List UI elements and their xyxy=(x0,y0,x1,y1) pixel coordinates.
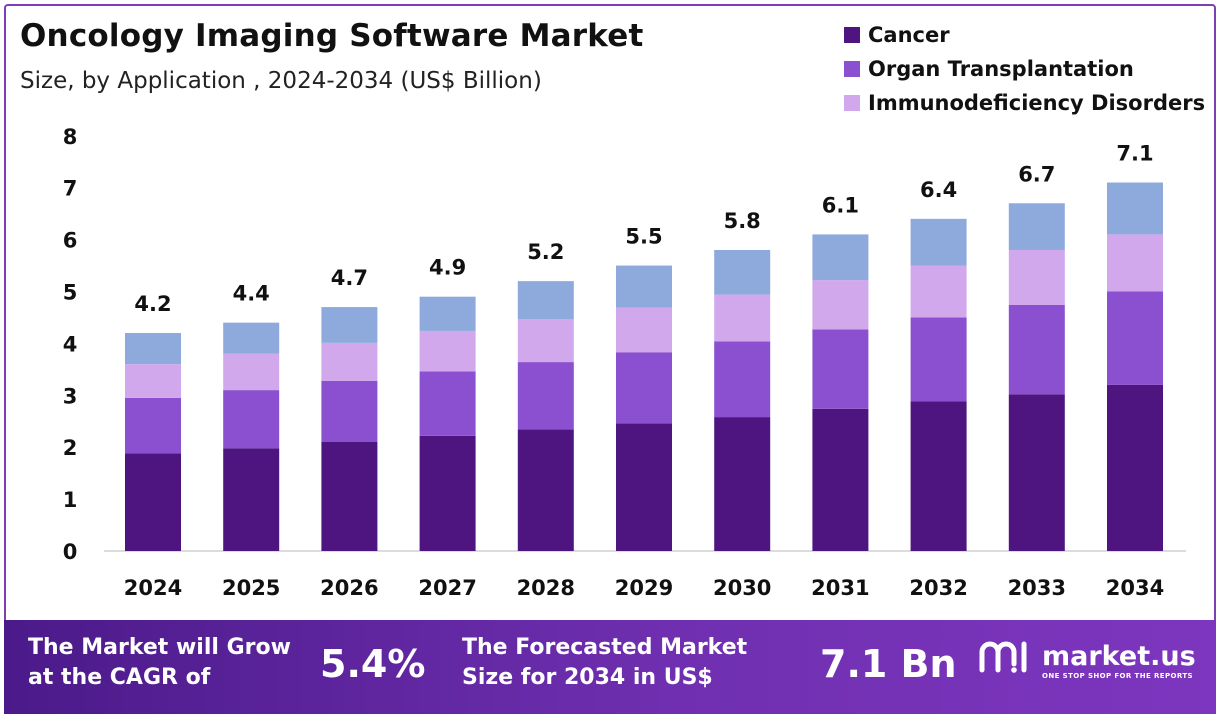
bar-segment-4 xyxy=(223,322,280,354)
data-label: 6.4 xyxy=(920,178,957,202)
x-tick-label: 2033 xyxy=(1008,576,1066,600)
x-tick-label: 2025 xyxy=(222,576,280,600)
legend-item-organ-transplantation: Organ Transplantation xyxy=(844,52,1205,86)
bar-segment-3 xyxy=(223,353,280,391)
legend-label: Cancer xyxy=(868,23,950,47)
y-tick-label: 5 xyxy=(63,281,78,305)
bar-segment-1 xyxy=(1107,384,1163,551)
bar-segment-1 xyxy=(1008,394,1065,551)
y-tick-label: 3 xyxy=(63,384,78,408)
bar-segment-4 xyxy=(517,281,574,320)
bar-segment-4 xyxy=(321,307,378,343)
bar-segment-4 xyxy=(812,234,869,281)
y-tick-label: 2 xyxy=(63,436,78,460)
data-label: 4.7 xyxy=(331,266,368,290)
bar-segment-1 xyxy=(714,417,771,551)
bar-segment-3 xyxy=(321,342,378,381)
bar-segment-1 xyxy=(517,429,574,551)
bar-segment-3 xyxy=(517,319,574,363)
chart-subtitle: Size, by Application , 2024-2034 (US$ Bi… xyxy=(20,68,542,94)
bar-segment-2 xyxy=(714,341,771,418)
bar-segment-4 xyxy=(1107,182,1163,235)
logo-name: market.us xyxy=(1042,640,1196,672)
cagr-text-line1: The Market will Grow xyxy=(28,635,291,660)
y-tick-label: 4 xyxy=(63,332,78,356)
legend-swatch-immunodeficiency xyxy=(844,95,860,111)
legend-item-immunodeficiency: Immunodeficiency Disorders xyxy=(844,86,1205,120)
bar-segment-1 xyxy=(910,401,967,551)
bar-segment-4 xyxy=(1008,203,1065,250)
marketus-logo: market.us xyxy=(978,636,1196,676)
legend-item-cancer: Cancer xyxy=(844,18,1205,52)
x-tick-label: 2030 xyxy=(713,576,771,600)
x-tick-label: 2034 xyxy=(1106,576,1164,600)
x-tick-label: 2032 xyxy=(909,576,967,600)
data-label: 4.9 xyxy=(429,256,466,280)
bar-segment-2 xyxy=(616,352,672,424)
data-label: 5.8 xyxy=(724,209,761,233)
marketus-logo-icon xyxy=(979,641,1027,673)
forecast-text-line1: The Forecasted Market xyxy=(462,635,748,660)
bar-segment-3 xyxy=(1008,249,1065,305)
forecast-text-line2: Size for 2034 in US$ xyxy=(462,665,713,690)
bar-segment-4 xyxy=(419,296,476,331)
y-tick-label: 1 xyxy=(63,488,78,512)
data-label: 5.2 xyxy=(527,240,564,264)
data-label: 6.7 xyxy=(1018,162,1055,186)
bar-segment-1 xyxy=(616,423,672,551)
logo-tagline: ONE STOP SHOP FOR THE REPORTS xyxy=(1042,672,1193,680)
y-tick-label: 0 xyxy=(63,540,78,564)
x-tick-label: 2028 xyxy=(517,576,575,600)
bar-segment-1 xyxy=(125,453,181,551)
x-tick-label: 2031 xyxy=(811,576,869,600)
summary-banner xyxy=(4,620,1216,714)
legend-swatch-organ-transplantation xyxy=(844,61,860,77)
bar-segment-2 xyxy=(419,371,476,436)
bar-segment-1 xyxy=(223,448,280,551)
x-tick-label: 2026 xyxy=(320,576,378,600)
bar-segment-4 xyxy=(616,265,672,308)
legend-swatch-cancer xyxy=(844,27,860,43)
bar-segment-2 xyxy=(910,317,967,402)
x-tick-label: 2027 xyxy=(418,576,476,600)
bar-segment-3 xyxy=(616,307,672,353)
legend: Cancer Organ Transplantation Immunodefic… xyxy=(844,18,1205,120)
data-label: 7.1 xyxy=(1116,142,1153,166)
y-tick-label: 8 xyxy=(63,125,78,149)
bar-segment-2 xyxy=(1008,304,1065,395)
bar-segment-4 xyxy=(714,249,771,295)
bar-segment-4 xyxy=(910,218,967,266)
bar-segment-2 xyxy=(517,362,574,430)
x-tick-label: 2029 xyxy=(615,576,673,600)
bar-segment-2 xyxy=(1107,291,1163,385)
bar-segment-3 xyxy=(714,294,771,342)
bar-segment-3 xyxy=(125,364,181,398)
bar-segment-2 xyxy=(321,380,378,443)
data-label: 5.5 xyxy=(625,225,662,249)
data-label: 4.2 xyxy=(134,292,171,316)
bar-segment-2 xyxy=(812,329,869,409)
bar-segment-3 xyxy=(419,330,476,372)
legend-label: Immunodeficiency Disorders xyxy=(868,91,1206,115)
bar-segment-2 xyxy=(125,397,181,454)
bar-segment-4 xyxy=(125,333,181,365)
bar-segment-1 xyxy=(812,408,869,551)
data-label: 6.1 xyxy=(822,193,859,217)
legend-label: Organ Transplantation xyxy=(868,57,1134,81)
stacked-bar-chart: 0 1 2 3 4 5 6 7 8 4.2 2024 4.4 2025 4.7 2026 4.9 2027 5.2… xyxy=(63,125,1186,600)
y-tick-label: 7 xyxy=(63,177,78,201)
bar-segment-3 xyxy=(1107,234,1163,292)
data-label: 4.4 xyxy=(233,282,270,306)
cagr-text-line2: at the CAGR of xyxy=(28,665,211,690)
bar-segment-2 xyxy=(223,390,280,449)
bar-segment-3 xyxy=(910,265,967,318)
chart-title: Oncology Imaging Software Market xyxy=(20,18,644,54)
bar-segment-3 xyxy=(812,280,869,330)
cagr-value: 5.4% xyxy=(320,642,426,686)
y-tick-label: 6 xyxy=(63,229,78,253)
bar-segment-1 xyxy=(321,442,378,551)
x-tick-label: 2024 xyxy=(124,576,182,600)
forecast-value: 7.1 Bn xyxy=(820,642,957,686)
bar-segment-1 xyxy=(419,435,476,551)
